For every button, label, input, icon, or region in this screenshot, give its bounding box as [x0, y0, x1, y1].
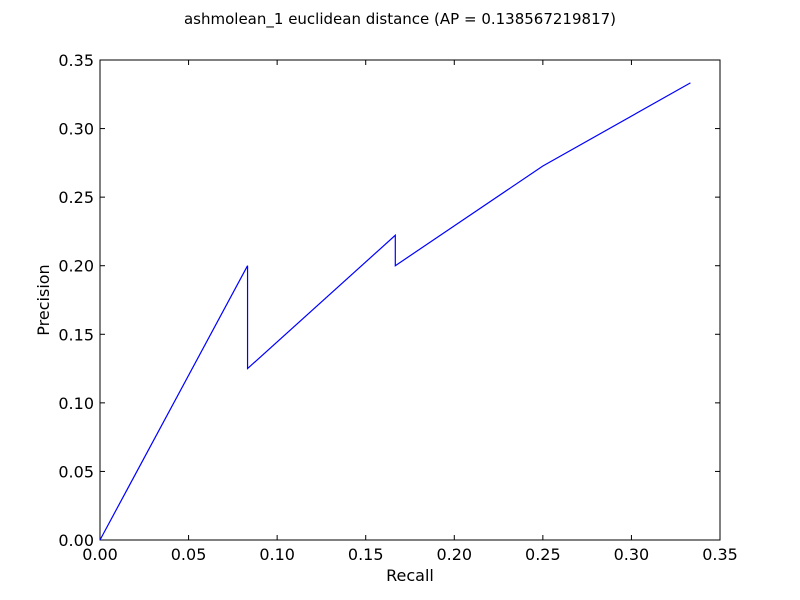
- y-tick-label: 0.20: [58, 257, 94, 276]
- y-tick-label: 0.30: [58, 120, 94, 139]
- series-layer: [99, 82, 691, 541]
- y-tick-label: 0.35: [58, 51, 94, 70]
- y-axis-ticks: 0.00 0.05 0.10 0.15 0.20 0.25 0.30 0.35: [58, 51, 720, 550]
- x-axis-label: Recall: [386, 566, 434, 585]
- y-tick-label: 0.05: [58, 462, 94, 481]
- y-tick-label: 0.15: [58, 325, 94, 344]
- x-tick-label: 0.10: [259, 545, 295, 564]
- y-tick-label: 0.00: [58, 531, 94, 550]
- y-tick-label: 0.25: [58, 188, 94, 207]
- x-tick-label: 0.25: [525, 545, 561, 564]
- chart-title: ashmolean_1 euclidean distance (AP = 0.1…: [184, 10, 616, 29]
- x-tick-label: 0.35: [702, 545, 738, 564]
- y-tick-label: 0.10: [58, 394, 94, 413]
- x-tick-label: 0.05: [171, 545, 207, 564]
- y-axis-label: Precision: [34, 264, 53, 335]
- precision-recall-line: [99, 82, 691, 541]
- x-tick-label: 0.20: [436, 545, 472, 564]
- plot-area-frame: [99, 59, 721, 541]
- x-tick-label: 0.00: [82, 545, 118, 564]
- x-tick-label: 0.30: [614, 545, 650, 564]
- x-axis-ticks: 0.00 0.05 0.10 0.15 0.20 0.25 0.30 0.35: [82, 60, 738, 564]
- x-tick-label: 0.15: [348, 545, 384, 564]
